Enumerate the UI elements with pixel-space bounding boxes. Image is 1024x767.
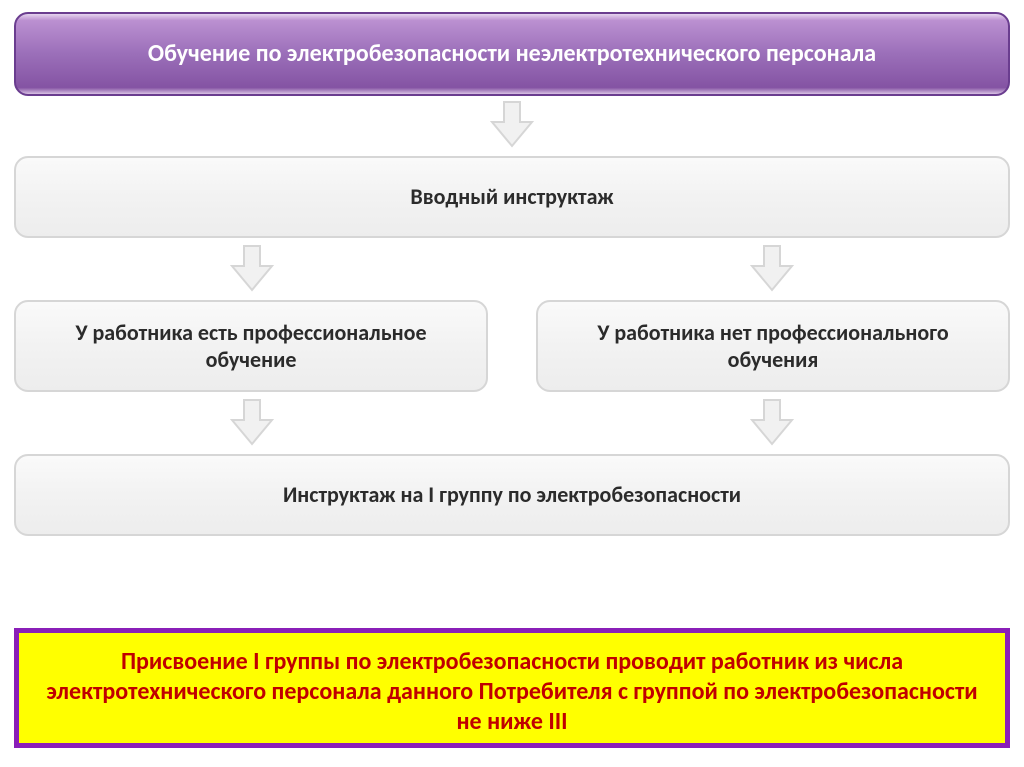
flow-branch-right-text: У работника нет профессионального обучен…	[562, 319, 984, 374]
arrow-down-icon	[748, 244, 796, 292]
flow-branch-right: У работника нет профессионального обучен…	[536, 300, 1010, 392]
flow-step-intro: Вводный инструктаж	[14, 156, 1010, 238]
flow-step-final: Инструктаж на I группу по электробезопас…	[14, 454, 1010, 536]
flow-note-text: Присвоение I группы по электробезопаснос…	[46, 647, 977, 736]
flow-branch-left-text: У работника есть профессиональное обучен…	[40, 319, 462, 374]
arrow-down-icon	[488, 100, 536, 148]
flow-step-final-text: Инструктаж на I группу по электробезопас…	[283, 481, 741, 509]
flow-header-box: Обучение по электробезопасности неэлектр…	[14, 12, 1010, 96]
flow-branch-left: У работника есть профессиональное обучен…	[14, 300, 488, 392]
flow-step-intro-text: Вводный инструктаж	[410, 183, 613, 211]
flow-note-box: Присвоение I группы по электробезопаснос…	[14, 628, 1010, 748]
arrow-down-icon	[228, 398, 276, 446]
arrow-down-icon	[228, 244, 276, 292]
flow-header-text: Обучение по электробезопасности неэлектр…	[148, 39, 876, 69]
arrow-down-icon	[748, 398, 796, 446]
